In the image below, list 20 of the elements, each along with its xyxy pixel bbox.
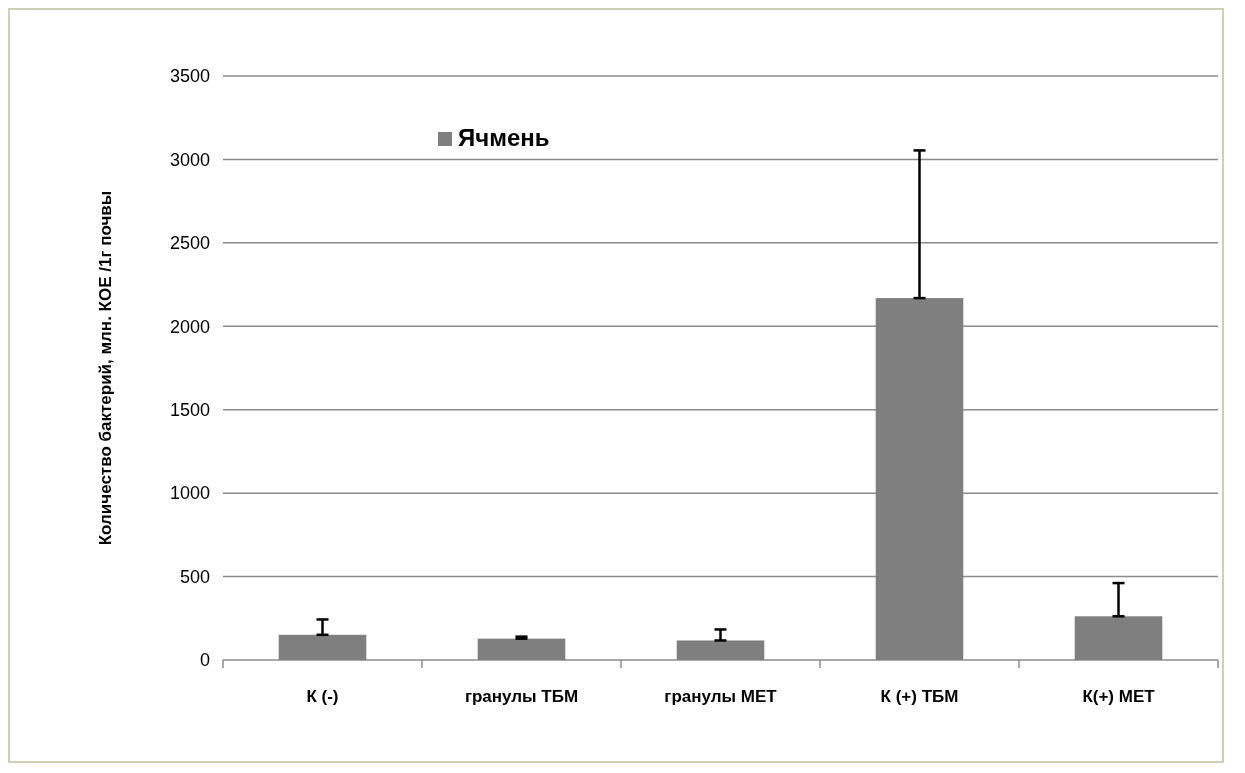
y-tick-label: 3500 [169,66,210,87]
bar [1074,616,1163,660]
bar [875,298,964,660]
y-tick-label: 2500 [169,233,210,254]
bar [278,634,367,660]
bar [477,638,566,660]
x-tick-label: К (-) [306,687,339,706]
legend-label: Ячмень [458,124,550,152]
x-tick-label: К(+) МЕТ [1082,687,1156,706]
y-tick-label: 0 [199,650,210,671]
x-tick-label: гранулы ТБМ [464,687,579,706]
y-tick-label: 3000 [169,149,210,170]
y-tick-label: 1000 [169,483,210,504]
x-tick-label: К (+) ТБМ [880,687,959,706]
x-tick-label: гранулы МЕТ [664,687,778,706]
y-tick-label: 1500 [169,400,210,421]
bar [676,640,765,660]
y-tick-label: 2000 [169,316,210,337]
y-tick-label: 500 [179,566,210,587]
y-axis-title: Количество бактерий, млн. КОЕ /1г почвы [96,190,115,546]
